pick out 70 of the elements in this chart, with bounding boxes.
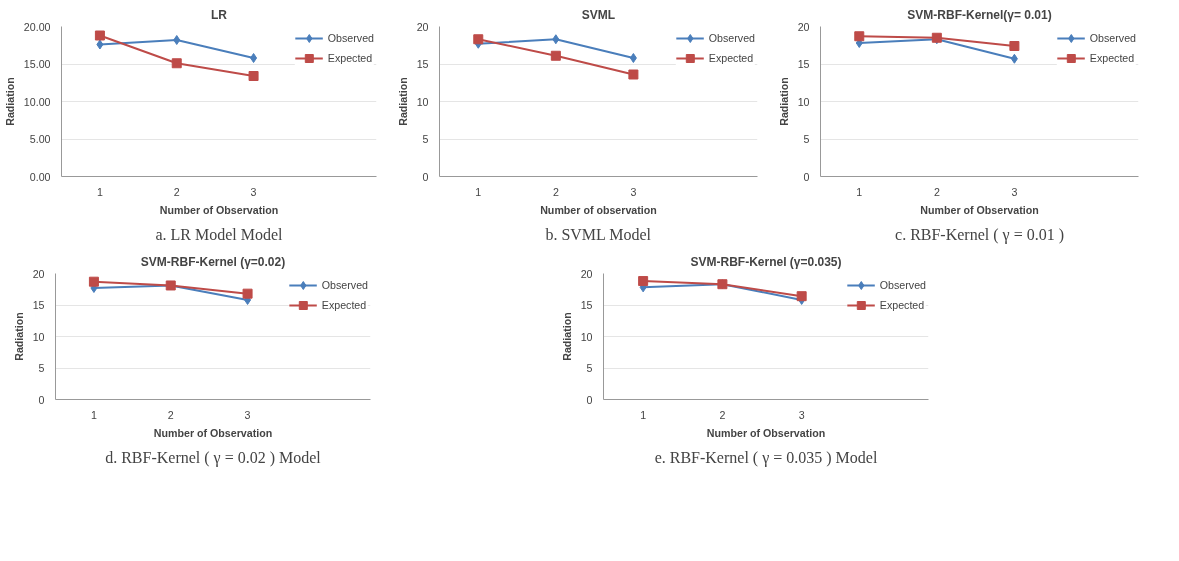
chart-title: LR <box>211 7 228 22</box>
legend-label: Expected <box>1089 52 1135 64</box>
y-tick-label: 5 <box>586 362 593 374</box>
x-tick-label: 1 <box>475 185 482 198</box>
text: c. RBF-Kernel ( γ = 0.01 ) <box>895 225 1064 244</box>
legend-label: Observed <box>1089 32 1136 44</box>
text: e. RBF-Kernel ( γ = 0.035 ) Model <box>654 448 878 467</box>
y-tick-label: 10 <box>580 330 593 343</box>
x-tick-label: 2 <box>552 185 559 198</box>
x-tick-label: 1 <box>640 408 647 421</box>
legend-label: Observed <box>327 32 374 44</box>
y-tick-label: 0 <box>803 170 810 183</box>
x-tick-label: 2 <box>173 185 180 198</box>
x-tick-label: 1 <box>90 408 97 421</box>
y-tick-label: 15.00 <box>23 58 51 70</box>
legend-label: Expected <box>327 52 373 64</box>
x-tick-label: 3 <box>244 408 251 421</box>
x-tick-label: 3 <box>630 185 637 198</box>
y-tick-label: 0 <box>422 170 429 183</box>
y-tick-label: 10 <box>797 95 810 108</box>
x-tick-label: 2 <box>167 408 174 421</box>
legend-label: Expected <box>879 299 925 311</box>
legend-label: Expected <box>321 299 367 311</box>
y-tick-label: 0 <box>586 393 593 406</box>
y-tick-label: 20 <box>580 267 593 280</box>
y-tick-label: 10 <box>416 95 429 108</box>
y-tick-label: 5 <box>38 362 45 374</box>
x-tick-label: 3 <box>250 185 257 198</box>
y-tick-label: 15 <box>32 299 45 311</box>
y-tick-label: 20.00 <box>23 20 51 33</box>
y-axis-title: Radiation <box>777 77 790 126</box>
y-tick-label: 15 <box>580 299 593 311</box>
x-tick-label: 3 <box>798 408 805 421</box>
legend-label: Observed <box>879 279 926 291</box>
chart-title: SVM-RBF-Kernel (γ=0.02) <box>140 254 286 269</box>
y-tick-label: 5 <box>803 133 810 145</box>
y-tick-label: 20 <box>416 20 429 33</box>
legend-label: Expected <box>708 52 754 64</box>
y-tick-label: 15 <box>416 58 429 70</box>
y-tick-label: 0.00 <box>29 170 51 183</box>
y-axis-title: Radiation <box>560 312 573 361</box>
legend-label: Observed <box>321 279 368 291</box>
text: b. SVML Model <box>545 225 652 243</box>
y-tick-label: 10.00 <box>23 95 51 108</box>
y-tick-label: 5 <box>422 133 429 145</box>
x-tick-label: 1 <box>96 185 103 198</box>
x-axis-title: Number of Observation <box>706 426 826 439</box>
y-tick-label: 20 <box>32 267 45 280</box>
text: a. LR Model Model <box>155 225 284 243</box>
x-tick-label: 2 <box>933 185 940 198</box>
y-tick-label: 0 <box>38 393 45 406</box>
chart-title: SVM-RBF-Kernel(γ= 0.01) <box>907 7 1052 22</box>
x-tick-label: 3 <box>1011 185 1018 198</box>
chart-title: SVML <box>581 7 616 22</box>
y-tick-label: 10 <box>32 330 45 343</box>
text: d. RBF-Kernel ( γ = 0.02 ) Model <box>105 448 322 467</box>
y-tick-label: 20 <box>797 20 810 33</box>
legend-label: Observed <box>708 32 755 44</box>
x-tick-label: 1 <box>856 185 863 198</box>
x-axis-title: Number of Observation <box>920 203 1039 216</box>
x-axis-title: Number of Observation <box>153 426 273 439</box>
x-tick-label: 2 <box>719 408 726 421</box>
y-tick-label: 5.00 <box>29 133 51 145</box>
y-tick-label: 15 <box>797 58 810 70</box>
chart-title: SVM-RBF-Kernel (γ=0.035) <box>690 254 842 269</box>
y-axis-title: Radiation <box>396 77 409 126</box>
y-axis-title: Radiation <box>12 312 25 361</box>
x-axis-title: Number of observation <box>540 203 657 216</box>
x-axis-title: Number of Observation <box>159 203 279 216</box>
y-axis-title: Radiation <box>3 77 16 126</box>
